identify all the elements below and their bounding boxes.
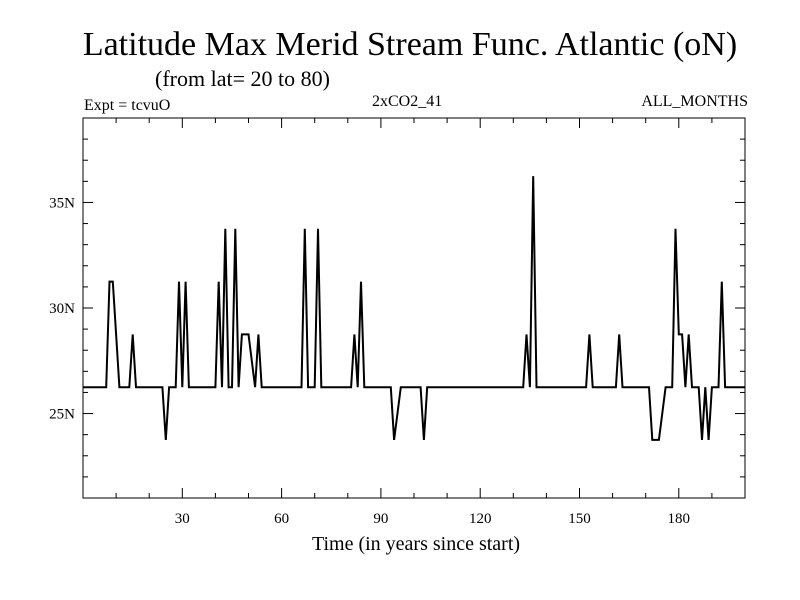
x-tick-label: 180 — [668, 511, 691, 527]
y-tick-label: 25N — [49, 407, 75, 423]
period-label: ALL_MONTHS — [641, 93, 748, 110]
x-axis-label: Time (in years since start) — [312, 533, 520, 555]
run-label: 2xCO2_41 — [372, 93, 443, 110]
chart-title: Latitude Max Merid Stream Func. Atlantic… — [82, 26, 738, 63]
x-tick-label: 120 — [469, 511, 492, 527]
tick-labels: 30 60 90 120 150 180 25N 30N 35N — [49, 195, 690, 527]
x-tick-label: 30 — [175, 511, 190, 527]
plot-frame — [82, 117, 746, 499]
x-tick-label: 90 — [373, 511, 388, 527]
series-line — [83, 176, 745, 441]
x-tick-label: 60 — [274, 511, 289, 527]
chart-subtitle: (from lat= 20 to 80) — [155, 66, 330, 91]
y-tick-label: 30N — [49, 301, 75, 317]
x-tick-label: 150 — [568, 511, 591, 527]
y-tick-label: 35N — [49, 195, 75, 211]
axis-ticks — [83, 118, 745, 499]
experiment-label: Expt = tcvuO — [84, 97, 171, 114]
